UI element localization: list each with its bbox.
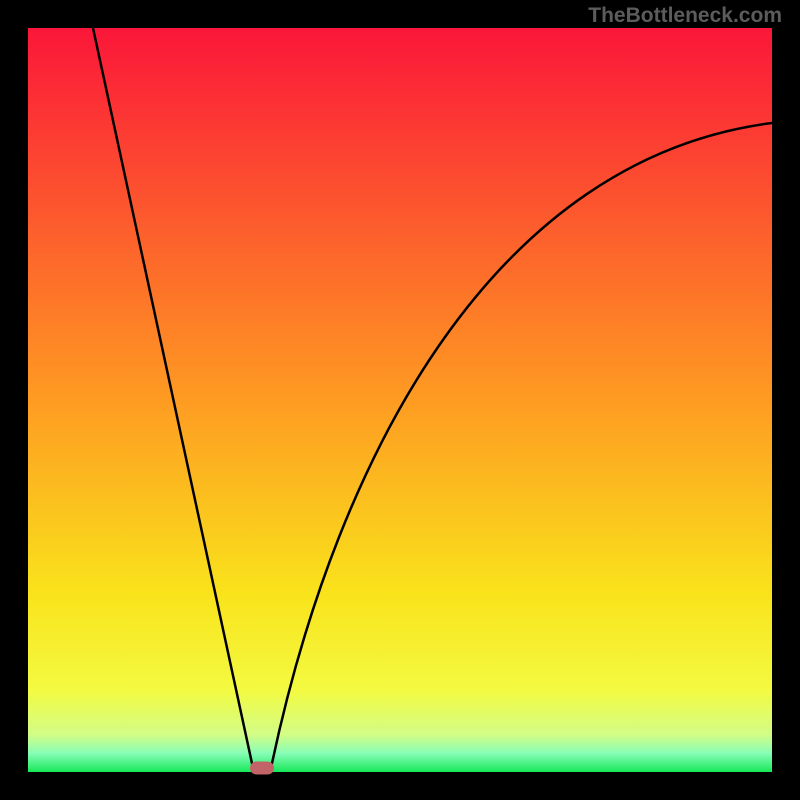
chart-container: TheBottleneck.com [0, 0, 800, 800]
curve-layer [0, 0, 800, 800]
watermark-text: TheBottleneck.com [588, 4, 782, 28]
bottleneck-curve [93, 28, 772, 768]
minimum-marker [250, 762, 274, 775]
